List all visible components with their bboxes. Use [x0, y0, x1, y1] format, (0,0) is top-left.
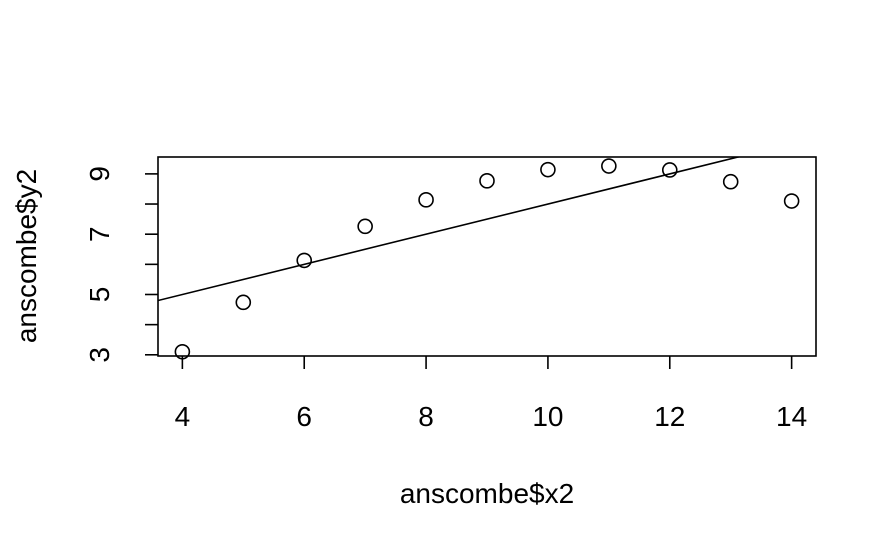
x-tick-label: 8	[418, 401, 434, 432]
y-axis-label: anscombe$y2	[11, 169, 42, 343]
x-tick-label: 10	[532, 401, 563, 432]
y-tick-label: 3	[84, 347, 115, 363]
data-point	[357, 218, 373, 235]
data-points	[174, 158, 800, 360]
data-point	[661, 162, 678, 178]
data-point	[479, 173, 495, 189]
y-tick-label: 7	[84, 226, 115, 242]
data-point	[783, 193, 800, 209]
data-point	[722, 173, 739, 190]
x-tick-label: 12	[654, 401, 685, 432]
data-point	[296, 252, 313, 269]
y-tick-label: 9	[84, 166, 115, 182]
x-tick-label: 4	[175, 401, 191, 432]
regression-line-group	[158, 157, 742, 302]
y-axis: 3 5 7 9	[84, 166, 158, 363]
data-point	[601, 158, 617, 174]
data-point	[540, 161, 556, 178]
regression-line	[158, 157, 742, 302]
x-tick-label: 14	[776, 401, 807, 432]
x-axis: 4 6 8 10 12 14	[175, 356, 807, 432]
data-point	[235, 294, 252, 311]
y-tick-label: 5	[84, 287, 115, 303]
x-axis-label: anscombe$x2	[400, 478, 574, 509]
x-tick-label: 6	[296, 401, 312, 432]
data-point	[418, 192, 434, 208]
data-point	[174, 343, 191, 360]
plot-frame	[157, 156, 817, 357]
